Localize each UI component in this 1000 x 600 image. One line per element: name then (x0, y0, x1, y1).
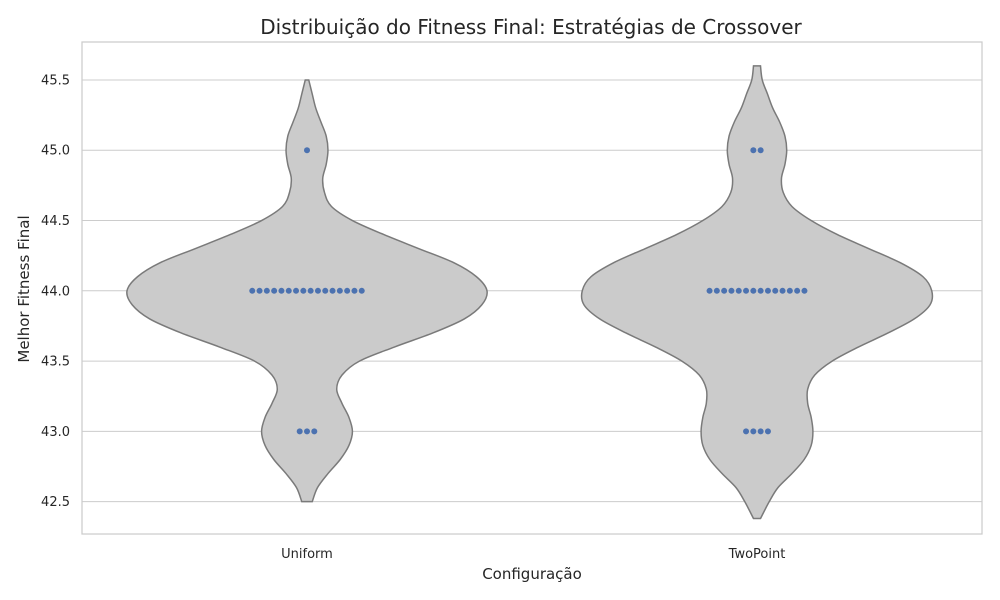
data-point (779, 287, 786, 294)
y-tick-label: 43.5 (41, 355, 70, 370)
data-point (801, 287, 808, 294)
y-tick-label: 44.0 (41, 284, 70, 299)
y-tick-label: 43.0 (41, 425, 70, 440)
violin-uniform (126, 79, 488, 503)
x-tick-labels: Uniform TwoPoint (281, 547, 785, 562)
violins (126, 65, 934, 520)
data-point (750, 287, 757, 294)
y-tick-label: 44.5 (41, 214, 70, 229)
data-point (750, 428, 757, 435)
data-point (743, 287, 750, 294)
data-point (721, 287, 728, 294)
data-point (764, 428, 771, 435)
data-point (713, 287, 720, 294)
x-tick-label: TwoPoint (728, 547, 786, 562)
data-point (757, 147, 764, 154)
data-point (757, 428, 764, 435)
data-point (304, 428, 310, 435)
data-point (344, 287, 351, 294)
data-point (300, 287, 307, 294)
data-point (743, 428, 750, 435)
data-point (307, 287, 314, 294)
data-point (735, 287, 742, 294)
data-point (351, 287, 358, 294)
data-point (750, 147, 757, 154)
data-point (263, 287, 270, 294)
y-axis-label: Melhor Fitness Final (15, 215, 33, 362)
data-point (304, 147, 310, 154)
data-point (278, 287, 285, 294)
data-points (249, 147, 808, 435)
y-tick-labels: 42.5 43.0 43.5 44.0 44.5 45.0 45.5 (41, 73, 70, 510)
y-tick-label: 45.0 (41, 144, 70, 159)
data-point (728, 287, 735, 294)
data-point (786, 287, 793, 294)
data-point (336, 287, 343, 294)
data-point (706, 287, 713, 294)
data-point (293, 287, 300, 294)
data-point (757, 287, 764, 294)
data-point (329, 287, 336, 294)
data-point (311, 428, 318, 435)
y-tick-label: 45.5 (41, 73, 70, 88)
x-tick-label: Uniform (281, 547, 333, 562)
violin-twopoint (580, 65, 934, 520)
data-point (285, 287, 292, 294)
data-point (322, 287, 329, 294)
chart-title: Distribuição do Fitness Final: Estratégi… (260, 15, 802, 39)
data-point (794, 287, 801, 294)
data-point (314, 287, 321, 294)
data-point (358, 287, 365, 294)
data-point (249, 287, 256, 294)
data-point (772, 287, 779, 294)
plot-frame (81, 41, 983, 535)
data-point (764, 287, 771, 294)
data-point (256, 287, 263, 294)
x-axis-label: Configuração (482, 565, 582, 583)
data-point (296, 428, 303, 435)
y-tick-label: 42.5 (41, 495, 70, 510)
data-point (271, 287, 278, 294)
